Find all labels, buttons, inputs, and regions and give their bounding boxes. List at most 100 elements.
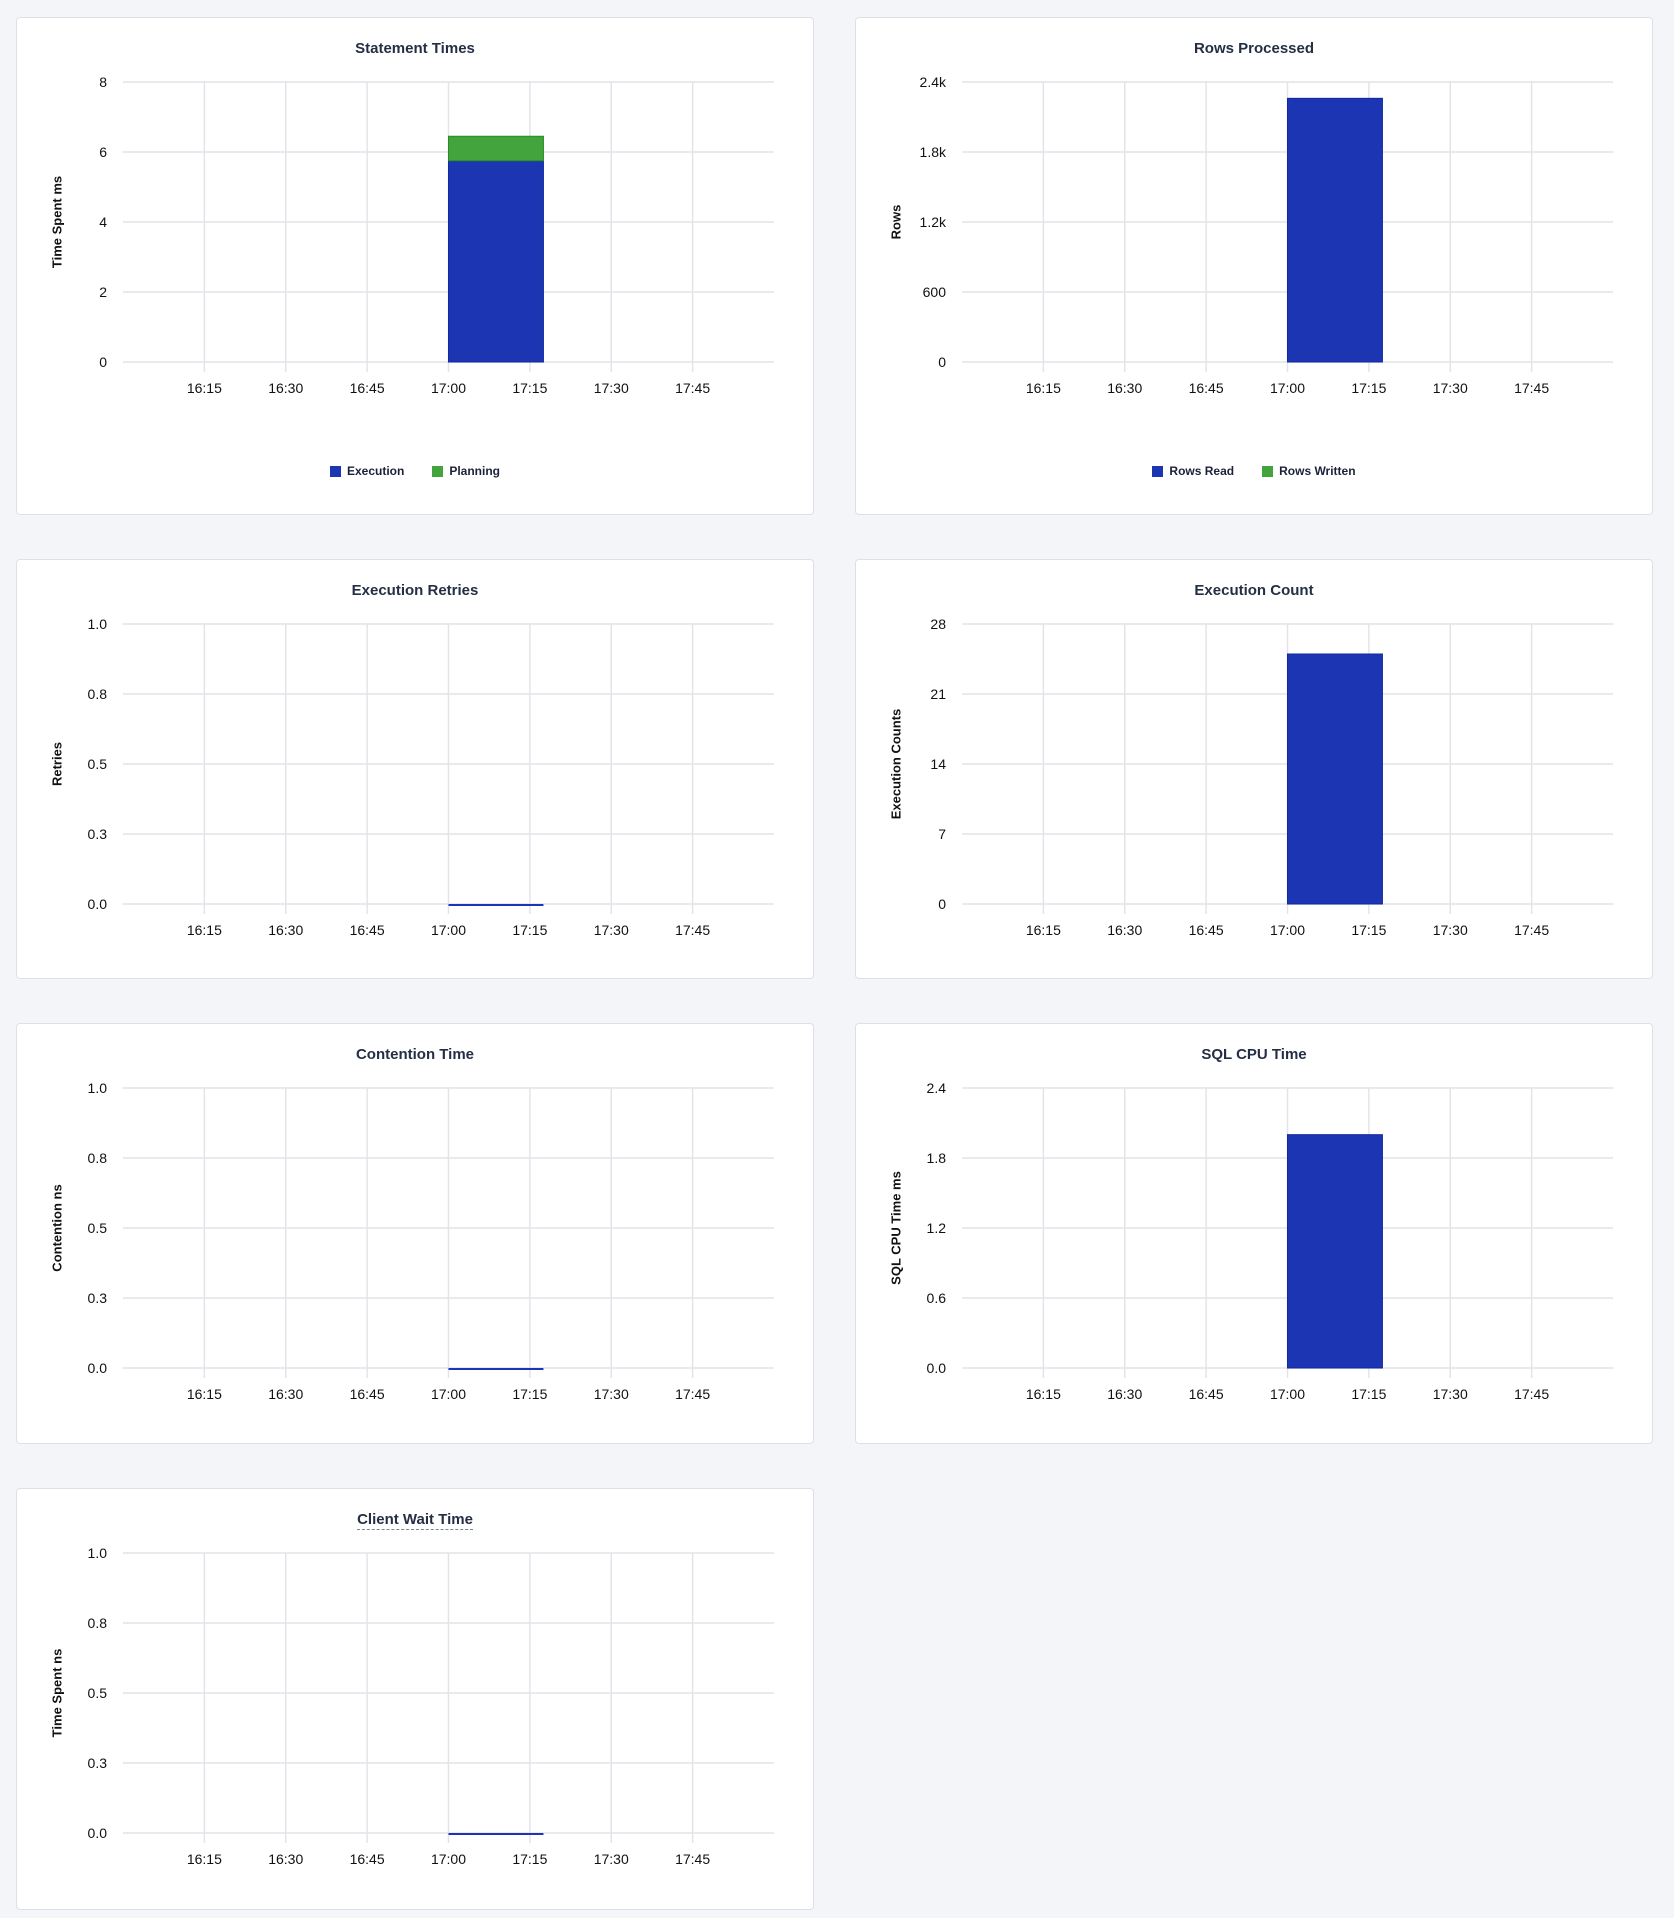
- bar: [448, 160, 544, 363]
- y-tick-label: 1.2k: [920, 214, 947, 230]
- legend-item[interactable]: Rows Written: [1262, 464, 1356, 478]
- bar: [448, 135, 544, 162]
- y-tick-label: 0.8: [88, 1150, 108, 1166]
- statement-times-panel: Statement Times Time Spent ms 0 2 4 6 8 16:15 16…: [16, 17, 814, 515]
- x-tick-label: 17:30: [1433, 922, 1468, 938]
- bar: [1287, 1134, 1383, 1369]
- x-tick-label: 17:00: [1270, 1386, 1305, 1402]
- y-tick-label: 1.2: [927, 1220, 947, 1236]
- y-tick-label: 0.0: [88, 1825, 108, 1841]
- y-tick-label: 0.8: [88, 1615, 108, 1631]
- chart-plot: 0 7 14 21 28 16:15 16:30 16:45 17:00 17:15 17:30 17…: [930, 616, 1613, 938]
- y-tick-label: 2: [99, 284, 107, 300]
- bar: [1287, 97, 1383, 363]
- legend-swatch: [1262, 465, 1274, 477]
- legend-label: Execution: [346, 464, 405, 478]
- x-tick-label: 17:45: [675, 1386, 710, 1402]
- y-tick-label: 0.0: [88, 896, 108, 912]
- x-tick-label: 16:45: [1189, 380, 1224, 396]
- chart-title: Execution Count: [856, 582, 1652, 599]
- chart-title-text: Execution Retries: [351, 582, 479, 599]
- y-tick-label: 6: [99, 144, 107, 160]
- x-tick-label: 17:15: [512, 922, 547, 938]
- legend-label: Planning: [449, 464, 501, 478]
- chart-title-text: SQL CPU Time: [1201, 1046, 1307, 1063]
- chart-title-text: Execution Count: [1194, 582, 1314, 599]
- chart-legend: Rows Read Rows Written: [856, 464, 1652, 480]
- x-tick-label: 17:00: [1270, 380, 1305, 396]
- legend-item[interactable]: Execution: [329, 464, 405, 478]
- y-tick-label: 0.5: [88, 1220, 108, 1236]
- y-tick-label: 0.0: [927, 1360, 947, 1376]
- execution-retries-panel: Execution Retries Retries 0.0 0.3 0.5 0.8 1.0 1…: [16, 559, 814, 979]
- x-tick-label: 16:45: [350, 380, 385, 396]
- x-tick-label: 17:30: [1433, 380, 1468, 396]
- y-tick-label: 0.0: [88, 1360, 108, 1376]
- sql-cpu-time-panel: SQL CPU Time SQL CPU Time ms 0.0 0.6 1.2 1.8 2…: [855, 1023, 1653, 1444]
- x-tick-label: 16:45: [350, 1851, 385, 1867]
- x-tick-label: 16:15: [187, 380, 222, 396]
- chart-plot: 0.0 0.3 0.5 0.8 1.0 16:15 16:30 16:45 17:00 17:15…: [88, 1545, 774, 1867]
- y-tick-label: 600: [923, 284, 947, 300]
- x-tick-label: 17:00: [1270, 922, 1305, 938]
- x-tick-label: 17:45: [1514, 1386, 1549, 1402]
- contention-time-panel: Contention Time Contention ns 0.0 0.3 0.5 0.8…: [16, 1023, 814, 1444]
- chart-title-text: Rows Processed: [1193, 40, 1315, 57]
- chart-plot: 0.0 0.3 0.5 0.8 1.0 16:15 16:30 16:45 17:00 17:15…: [88, 1080, 774, 1402]
- x-tick-label: 16:30: [1107, 1386, 1142, 1402]
- x-tick-label: 16:45: [1189, 922, 1224, 938]
- x-tick-label: 17:30: [594, 922, 629, 938]
- chart-title-text[interactable]: Client Wait Time: [357, 1511, 473, 1530]
- chart-title-text: Contention Time: [355, 1046, 475, 1063]
- x-tick-label: 16:15: [187, 922, 222, 938]
- y-tick-label: 0.3: [88, 826, 108, 842]
- legend-swatch: [1152, 465, 1164, 477]
- client-wait-time-panel: Client Wait Time Time Spent ns 0.0 0.3 0.5 0.…: [16, 1488, 814, 1910]
- x-tick-label: 16:45: [350, 1386, 385, 1402]
- x-tick-label: 16:15: [187, 1386, 222, 1402]
- y-tick-label: 21: [930, 686, 946, 702]
- x-tick-label: 16:30: [1107, 922, 1142, 938]
- x-tick-label: 17:45: [675, 922, 710, 938]
- x-tick-label: 16:30: [268, 380, 303, 396]
- chart-legend: Execution Planning: [17, 464, 813, 480]
- legend-item[interactable]: Planning: [432, 464, 500, 478]
- y-tick-label: 0: [938, 354, 946, 370]
- x-tick-label: 17:30: [1433, 1386, 1468, 1402]
- x-tick-label: 17:45: [1514, 922, 1549, 938]
- chart-title: SQL CPU Time: [856, 1046, 1652, 1063]
- y-tick-label: 1.8: [927, 1150, 947, 1166]
- chart-plot: 0 2 4 6 8 16:15 16:30 16:45 17:00 17:15 17:30 17:45: [99, 74, 774, 396]
- x-tick-label: 17:15: [512, 380, 547, 396]
- y-tick-label: 0.6: [927, 1290, 947, 1306]
- y-tick-label: 1.0: [88, 1545, 108, 1561]
- y-tick-label: 0: [99, 354, 107, 370]
- x-tick-label: 17:15: [1351, 1386, 1386, 1402]
- x-tick-label: 17:15: [512, 1386, 547, 1402]
- y-tick-label: 14: [930, 756, 946, 772]
- x-tick-label: 16:30: [1107, 380, 1142, 396]
- x-tick-label: 16:45: [350, 922, 385, 938]
- x-tick-label: 17:00: [431, 922, 466, 938]
- legend-label: Rows Read: [1169, 464, 1235, 478]
- y-tick-label: 1.0: [88, 1080, 108, 1096]
- bar: [1287, 653, 1383, 905]
- rows-processed-panel: Rows Processed Rows 0 600 1.2k 1.8k 2.4k 16:15 1…: [855, 17, 1653, 515]
- y-tick-label: 4: [99, 214, 107, 230]
- chart-title: Rows Processed: [856, 40, 1652, 57]
- x-tick-label: 17:30: [594, 1386, 629, 1402]
- x-tick-label: 17:45: [1514, 380, 1549, 396]
- x-tick-label: 17:00: [431, 1851, 466, 1867]
- x-tick-label: 17:00: [431, 380, 466, 396]
- y-tick-label: 7: [938, 826, 946, 842]
- execution-count-panel: Execution Count Execution Counts 0 7 14 21 28 1…: [855, 559, 1653, 979]
- x-tick-label: 16:15: [1026, 922, 1061, 938]
- legend-item[interactable]: Rows Read: [1152, 464, 1234, 478]
- x-tick-label: 17:15: [1351, 380, 1386, 396]
- x-tick-label: 16:15: [1026, 1386, 1061, 1402]
- y-tick-label: 0.3: [88, 1755, 108, 1771]
- y-tick-label: 28: [930, 616, 946, 632]
- y-tick-label: 0.5: [88, 756, 108, 772]
- x-tick-label: 16:45: [1189, 1386, 1224, 1402]
- legend-label: Rows Written: [1279, 464, 1356, 478]
